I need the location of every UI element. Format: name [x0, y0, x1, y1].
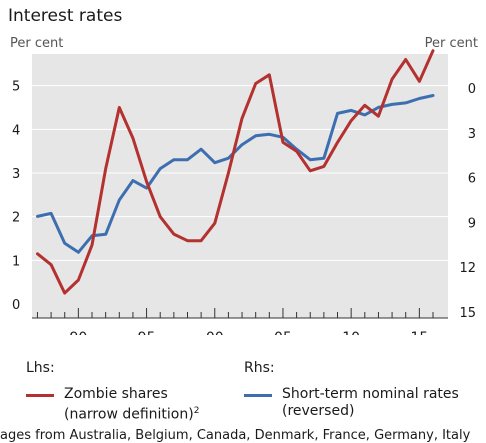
legend-label-zombie-line2: (narrow definition): [64, 406, 194, 423]
x-tick-label: 95: [138, 330, 156, 335]
x-tick-label: 15: [410, 330, 428, 335]
legend-swatch-rates: [244, 394, 272, 397]
left-axis-tick-labels: 0 1 2 3 4 5: [12, 80, 20, 313]
left-axis-unit: Per cent: [10, 36, 64, 51]
legend-lhs: Lhs: Zombie shares (narrow definition)2: [26, 360, 199, 424]
legend-rhs-heading: Rhs:: [244, 360, 275, 376]
footnote-marker: 2: [193, 406, 200, 416]
legend-label-zombie-line1: Zombie shares: [64, 386, 168, 402]
legend-item-rates: Short-term nominal rates (reversed): [244, 386, 459, 420]
legend-swatch-zombie: [26, 394, 54, 397]
footnote-text: ages from Australia, Belgium, Canada, De…: [0, 428, 471, 443]
x-tick-label: 05: [274, 330, 292, 335]
right-axis-unit: Per cent: [424, 36, 478, 51]
series-line-zombie-shares: [36, 49, 435, 295]
right-tick-label: 3: [468, 127, 476, 142]
left-tick-label: 2: [12, 211, 20, 226]
right-tick-label: 15: [459, 306, 476, 321]
legend-lhs-heading: Lhs:: [26, 360, 55, 376]
x-tick-label: 00: [206, 330, 224, 335]
right-tick-label: 0: [468, 82, 476, 97]
legend-label-rates-line2: (reversed): [282, 403, 355, 419]
left-tick-label: 4: [12, 123, 20, 138]
right-tick-label: 12: [459, 261, 476, 276]
legend-rhs: Rhs: Short-term nominal rates (reversed): [244, 360, 459, 420]
right-tick-label: 6: [468, 172, 476, 187]
x-tick-label: 10: [342, 330, 360, 335]
legend-item-zombie: Zombie shares (narrow definition)2: [26, 386, 199, 424]
gridlines: [32, 85, 448, 261]
left-tick-label: 0: [12, 298, 20, 313]
left-tick-label: 1: [12, 254, 20, 269]
right-tick-label: 9: [468, 216, 476, 231]
right-axis-tick-labels: 0 3 6 9 12 15: [459, 82, 476, 321]
chart-title: Interest rates: [8, 6, 123, 26]
x-axis-ticks: [36, 308, 434, 318]
legend-label-rates-line1: Short-term nominal rates: [282, 386, 459, 402]
x-tick-label: 90: [69, 330, 87, 335]
left-tick-label: 5: [12, 80, 20, 95]
x-axis-tick-labels: 90 95 00 05 10 15: [69, 330, 428, 335]
series-lines: [36, 49, 435, 295]
left-tick-label: 3: [12, 167, 20, 182]
